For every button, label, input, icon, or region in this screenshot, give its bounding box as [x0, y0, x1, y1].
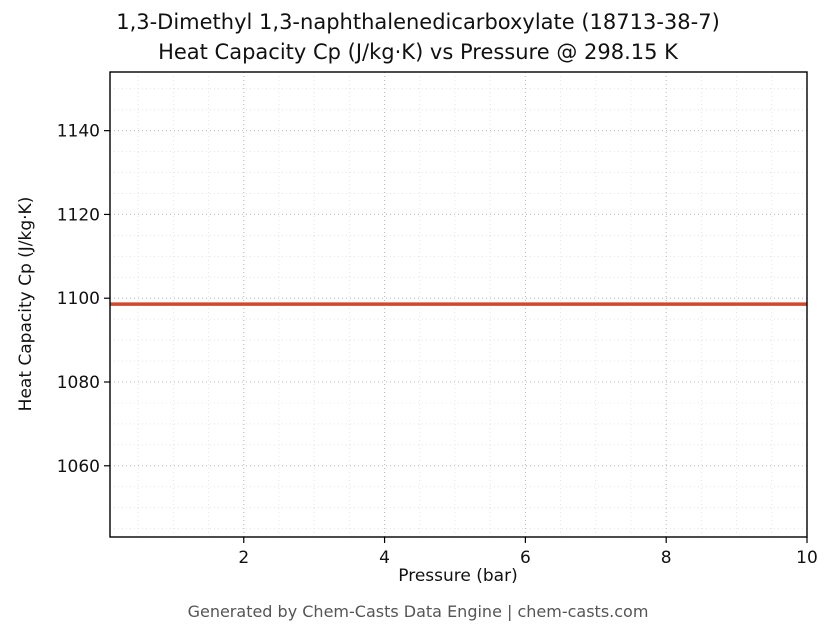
y-axis-label: Heat Capacity Cp (J/kg·K): [16, 196, 36, 412]
x-tick-label: 4: [379, 548, 390, 568]
x-tick-label: 2: [238, 548, 249, 568]
x-tick-label: 6: [520, 548, 531, 568]
chart-title-line1: 1,3-Dimethyl 1,3-naphthalenedicarboxylat…: [116, 10, 720, 34]
y-tick-label: 1140: [57, 122, 100, 142]
y-tick-label: 1060: [57, 457, 100, 477]
axes-border: [109, 71, 808, 538]
footer-watermark: Generated by Chem-Casts Data Engine | ch…: [187, 602, 649, 621]
y-tick-label: 1100: [57, 289, 100, 309]
x-axis-label: Pressure (bar): [398, 566, 518, 586]
chart-title: 1,3-Dimethyl 1,3-naphthalenedicarboxylat…: [0, 8, 836, 68]
chart-title-line2: Heat Capacity Cp (J/kg·K) vs Pressure @ …: [158, 39, 678, 64]
y-tick-label: 1120: [57, 205, 100, 225]
x-tick-label: 8: [661, 548, 672, 568]
y-tick-label: 1080: [57, 373, 100, 393]
x-tick-label: 10: [796, 548, 818, 568]
